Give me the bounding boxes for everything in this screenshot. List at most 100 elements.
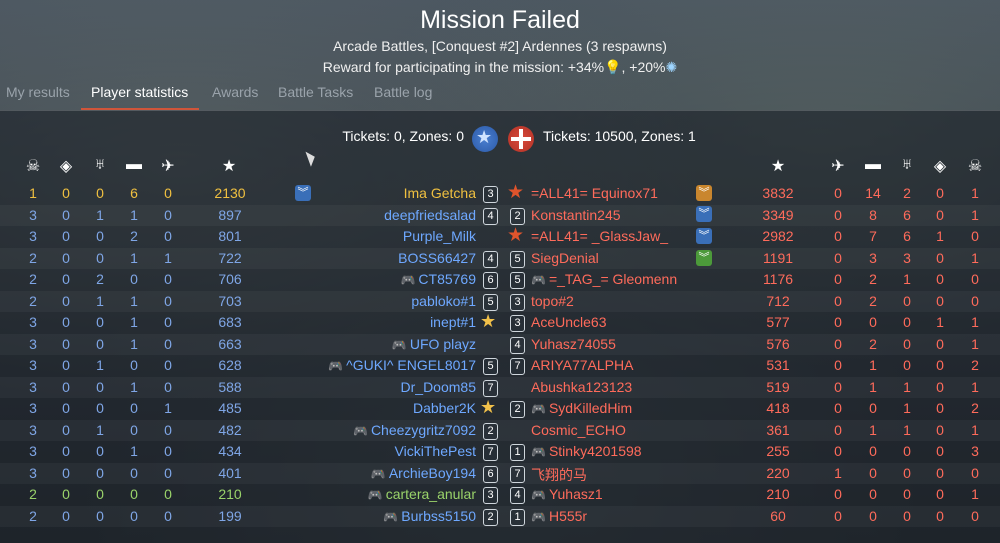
left-player-name[interactable]: BOSS66427	[398, 250, 476, 266]
left-player-name[interactable]: VickiThePest	[395, 443, 476, 459]
left-player-name[interactable]: 🎮 Burbss5150	[383, 508, 476, 524]
right-player-name[interactable]: 🎮 H555r	[531, 508, 587, 524]
left-assists-cell: 0	[96, 400, 104, 416]
player-name-text: cartera_anular	[385, 486, 476, 502]
right-deaths-cell: 3	[971, 443, 979, 459]
tab-player-statistics[interactable]: Player statistics	[91, 84, 189, 100]
right-player-name[interactable]: =ALL41= Equinox71	[531, 185, 658, 201]
gamepad-icon: 🎮	[352, 423, 368, 438]
table-row[interactable]: 3 0 0 1 0 663 🎮 UFO playz 4 Yuhasz74055 576 0 2 0 0 1	[0, 333, 1000, 355]
active-tab-indicator	[81, 108, 199, 110]
left-score-cell: 434	[218, 443, 242, 459]
left-player-name[interactable]: 🎮 CT85769	[400, 271, 476, 287]
left-assists-cell: 0	[96, 464, 104, 481]
left-deaths-cell: 3	[29, 314, 37, 330]
gamepad-icon: 🎮	[383, 509, 399, 524]
right-player-name[interactable]: AceUncle63	[531, 314, 607, 330]
table-row[interactable]: 2 0 2 0 0 706 🎮 CT85769 6 5 🎮 =_TAG_= Gleomenn 1176 0…	[0, 269, 1000, 290]
right-player-name[interactable]: 🎮 SydKilledHim	[531, 400, 632, 416]
player-name-text: ArchieBoy194	[388, 464, 476, 481]
left-rank-badge: 4	[483, 207, 498, 225]
left-player-name[interactable]: Dr_Doom85	[401, 379, 476, 395]
left-deaths-cell: 3	[29, 443, 37, 459]
tab-my-results[interactable]: My results	[6, 84, 70, 100]
right-assists-cell: 0	[903, 357, 911, 373]
left-player-name[interactable]: Dabber2K	[413, 400, 476, 416]
left-assists-cell: 2	[96, 271, 104, 287]
player-name-text: deepfriedsalad	[384, 206, 476, 223]
left-player-name[interactable]: 🎮 cartera_anular	[368, 486, 476, 502]
right-player-name[interactable]: SiegDenial	[531, 250, 599, 266]
left-player-name[interactable]: Purple_Milk	[403, 228, 476, 244]
table-row[interactable]: 2 0 0 1 1 722 BOSS66427 4 5 SiegDenial 1191 0 3 3 0 1	[0, 247, 1000, 269]
left-assists-cell: 1	[96, 206, 104, 223]
right-score-cell: 220	[766, 464, 790, 481]
right-player-name[interactable]: topo#2	[531, 293, 574, 309]
right-rank-badge: 1	[510, 444, 525, 461]
left-air-cell: 0	[164, 357, 172, 373]
left-player-name[interactable]: 🎮 UFO playz	[392, 336, 476, 352]
right-player-name[interactable]: 🎮 Yuhasz1	[531, 486, 603, 502]
table-row[interactable]: 3 0 0 2 0 801 Purple_Milk ★ =ALL41= _GlassJaw_ 29…	[0, 225, 1000, 247]
capture-icon: ◈	[59, 158, 73, 175]
table-row[interactable]: 3 0 0 1 0 434 VickiThePest 7 1 🎮 Stinky4201598 255 0…	[0, 441, 1000, 462]
right-deaths-cell: 0	[971, 292, 979, 309]
left-player-name[interactable]: Ima Getcha	[404, 185, 476, 201]
left-score-cell: 703	[218, 292, 242, 309]
right-deaths-cell: 2	[971, 357, 979, 373]
assist-icon: ♅	[901, 156, 913, 173]
right-player-name[interactable]: Yuhasz74055	[531, 336, 616, 352]
right-player-name[interactable]: Abushka123123	[531, 379, 632, 395]
right-score-cell: 531	[766, 357, 790, 373]
right-player-name[interactable]: 🎮 Stinky4201598	[531, 443, 642, 459]
table-row[interactable]: 3 0 0 1 0 588 Dr_Doom85 7 Abushka123123 519 0 1 1 0 1	[0, 376, 1000, 398]
table-row[interactable]: 1 0 0 6 0 2130 Ima Getcha 3 ★ =ALL41= Equinox71 38…	[0, 182, 1000, 204]
table-row[interactable]: 2 0 0 0 0 199 🎮 Burbss5150 2 1 🎮 H555r 60 0 0 0 0 0	[0, 505, 1000, 527]
tab-battle-tasks[interactable]: Battle Tasks	[278, 84, 354, 100]
table-row[interactable]: 3 0 0 0 0 401 🎮 ArchieBoy194 6 7 飞翔的马 220 1 0 0 0 0	[0, 462, 1000, 485]
right-player-name[interactable]: =ALL41= _GlassJaw_	[531, 228, 668, 244]
table-row[interactable]: 3 0 1 0 0 628 🎮 ^GUKI^ ENGEL8017 5 7 ARIYA77ALPHA 5…	[0, 355, 1000, 376]
gamepad-icon: 🎮	[531, 402, 546, 416]
table-row[interactable]: 2 0 0 0 0 210 🎮 cartera_anular 3 4 🎮 Yuhasz1 210 0 0 0 0…	[0, 484, 1000, 505]
left-rank-badge: 3	[483, 186, 498, 203]
right-player-name[interactable]: 🎮 =_TAG_= Gleomenn	[531, 271, 677, 287]
right-player-name[interactable]: ARIYA77ALPHA	[531, 357, 633, 373]
tab-battle-log[interactable]: Battle log	[374, 84, 433, 100]
right-deaths-cell: 0	[971, 507, 979, 524]
left-player-name[interactable]: 🎮 ^GUKI^ ENGEL8017	[328, 357, 476, 373]
player-name-text: ARIYA77ALPHA	[531, 357, 634, 373]
left-assists-cell: 1	[96, 357, 104, 373]
right-rank-badge: 2	[510, 207, 525, 225]
right-assists-cell: 6	[903, 206, 911, 223]
table-row[interactable]: 3 0 0 1 0 683 inept#1 ★ 3 AceUncle63 577 0 0 0 1 1	[0, 311, 1000, 333]
left-score-cell: 210	[218, 486, 242, 502]
left-player-name[interactable]: 🎮 Cheezygritz7092	[353, 422, 476, 438]
left-player-name[interactable]: 🎮 ArchieBoy194	[371, 465, 476, 481]
right-player-name[interactable]: 飞翔的马	[531, 465, 587, 485]
gamepad-icon: 🎮	[400, 273, 416, 287]
right-player-name[interactable]: Konstantin245	[531, 207, 621, 223]
left-rank-badge: 6	[483, 272, 498, 289]
right-air-cell: 0	[834, 228, 842, 244]
right-assists-cell: 6	[903, 228, 911, 244]
table-row[interactable]: 2 0 1 1 0 703 pabloko#1 5 3 topo#2 712 0 2 0 0 0	[0, 290, 1000, 312]
table-row[interactable]: 3 0 1 1 0 897 deepfriedsalad 4 2 Konstantin245 334…	[0, 204, 1000, 226]
silver-lions-icon: ✺	[665, 59, 678, 75]
plane-icon: ✈	[831, 158, 845, 175]
right-player-name[interactable]: Cosmic_ECHO	[531, 422, 626, 438]
left-player-name[interactable]: deepfriedsalad	[384, 207, 476, 223]
gamepad-icon: 🎮	[531, 509, 546, 524]
left-ground-cell: 1	[130, 314, 138, 330]
table-row[interactable]: 3 0 1 0 0 482 🎮 Cheezygritz7092 2 Cosmic_ECHO 361 0…	[0, 419, 1000, 441]
right-deaths-cell: 1	[971, 421, 979, 438]
right-caps-cell: 0	[936, 421, 944, 438]
left-air-cell: 1	[164, 400, 172, 416]
right-air-cell: 0	[834, 421, 842, 438]
right-score-cell: 210	[766, 486, 790, 502]
left-assists-cell: 0	[96, 249, 104, 266]
left-player-name[interactable]: inept#1	[430, 314, 476, 330]
table-row[interactable]: 3 0 0 0 1 485 Dabber2K ★ 2 🎮 SydKilledHim 418 0 0 1 0 2	[0, 397, 1000, 419]
left-player-name[interactable]: pabloko#1	[411, 293, 476, 309]
tab-awards[interactable]: Awards	[212, 84, 259, 100]
